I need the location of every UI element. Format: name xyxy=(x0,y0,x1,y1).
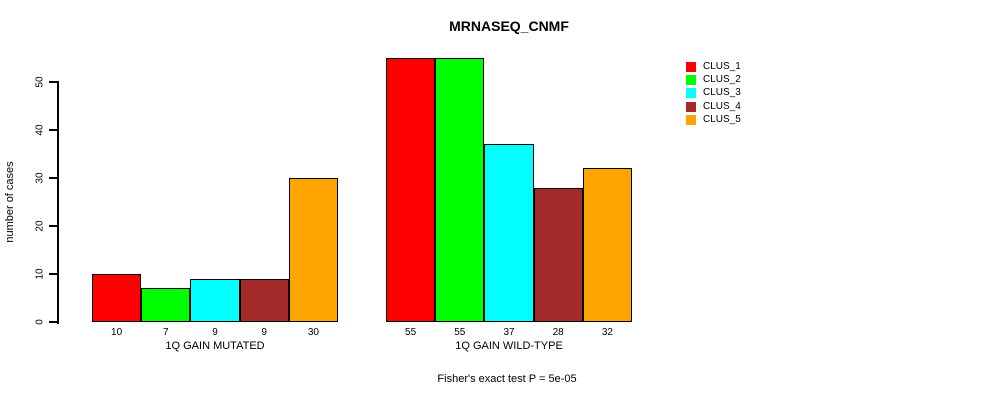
legend-item-label: CLUS_1 xyxy=(703,60,741,72)
y-axis-tick-label: 30 xyxy=(34,172,46,184)
bar-clus_5 xyxy=(288,178,338,322)
y-axis-tick-label: 20 xyxy=(34,220,46,232)
bar-clus_2 xyxy=(141,288,191,322)
bar-value-label: 9 xyxy=(212,327,218,338)
x-group-label: 1Q GAIN MUTATED xyxy=(165,340,265,352)
y-axis-tick-label: 40 xyxy=(34,124,46,136)
legend-color-swatch xyxy=(686,88,696,99)
y-axis-tick xyxy=(49,273,57,275)
bar-value-label: 37 xyxy=(503,327,515,338)
bar-clus_4 xyxy=(239,278,289,322)
y-axis-tick-label: 50 xyxy=(34,76,46,88)
legend-item-label: CLUS_5 xyxy=(703,114,741,126)
legend-item: CLUS_2 xyxy=(686,73,741,86)
caption-fishers-test: Fisher's exact test P = 5e-05 xyxy=(437,373,577,385)
x-group-label: 1Q GAIN WILD-TYPE xyxy=(455,340,563,352)
y-axis-line xyxy=(57,81,59,324)
legend-color-swatch xyxy=(686,61,696,72)
y-axis-tick xyxy=(49,225,57,227)
bar-value-label: 9 xyxy=(261,327,267,338)
bar-clus_5 xyxy=(582,168,632,322)
y-axis-tick-label: 0 xyxy=(34,319,46,325)
bar-clus_3 xyxy=(190,278,240,322)
legend-item: CLUS_3 xyxy=(686,87,741,100)
bar-value-label: 30 xyxy=(307,327,319,338)
legend-color-swatch xyxy=(686,75,696,86)
bar-value-label: 10 xyxy=(111,327,123,338)
y-axis-tick-label: 10 xyxy=(34,268,46,280)
bar-value-label: 7 xyxy=(163,327,169,338)
y-axis-label: number of cases xyxy=(4,161,16,243)
bar-value-label: 28 xyxy=(552,327,564,338)
legend-color-swatch xyxy=(686,115,696,126)
legend-item-label: CLUS_2 xyxy=(703,74,741,86)
y-axis-tick xyxy=(49,81,57,83)
legend-color-swatch xyxy=(686,101,696,112)
y-axis-tick xyxy=(49,321,57,323)
legend-item-label: CLUS_4 xyxy=(703,100,741,112)
bar-value-label: 32 xyxy=(601,327,613,338)
bar-value-label: 55 xyxy=(405,327,417,338)
y-axis-tick xyxy=(49,177,57,179)
bar-clus_2 xyxy=(435,58,485,322)
bar-value-label: 55 xyxy=(454,327,466,338)
legend-item: CLUS_5 xyxy=(686,114,741,127)
bar-clus_3 xyxy=(484,144,534,322)
bar-clus_1 xyxy=(386,58,436,322)
legend-item: CLUS_1 xyxy=(686,60,741,73)
bar-clus_4 xyxy=(533,187,583,322)
chart-title: MRNASEQ_CNMF xyxy=(449,18,569,34)
legend-item-label: CLUS_3 xyxy=(703,87,741,99)
bar-clus_1 xyxy=(92,274,142,322)
legend: CLUS_1 CLUS_2 CLUS_3 CLUS_4 CLUS_5 xyxy=(686,60,741,127)
legend-item: CLUS_4 xyxy=(686,100,741,113)
y-axis-tick xyxy=(49,129,57,131)
